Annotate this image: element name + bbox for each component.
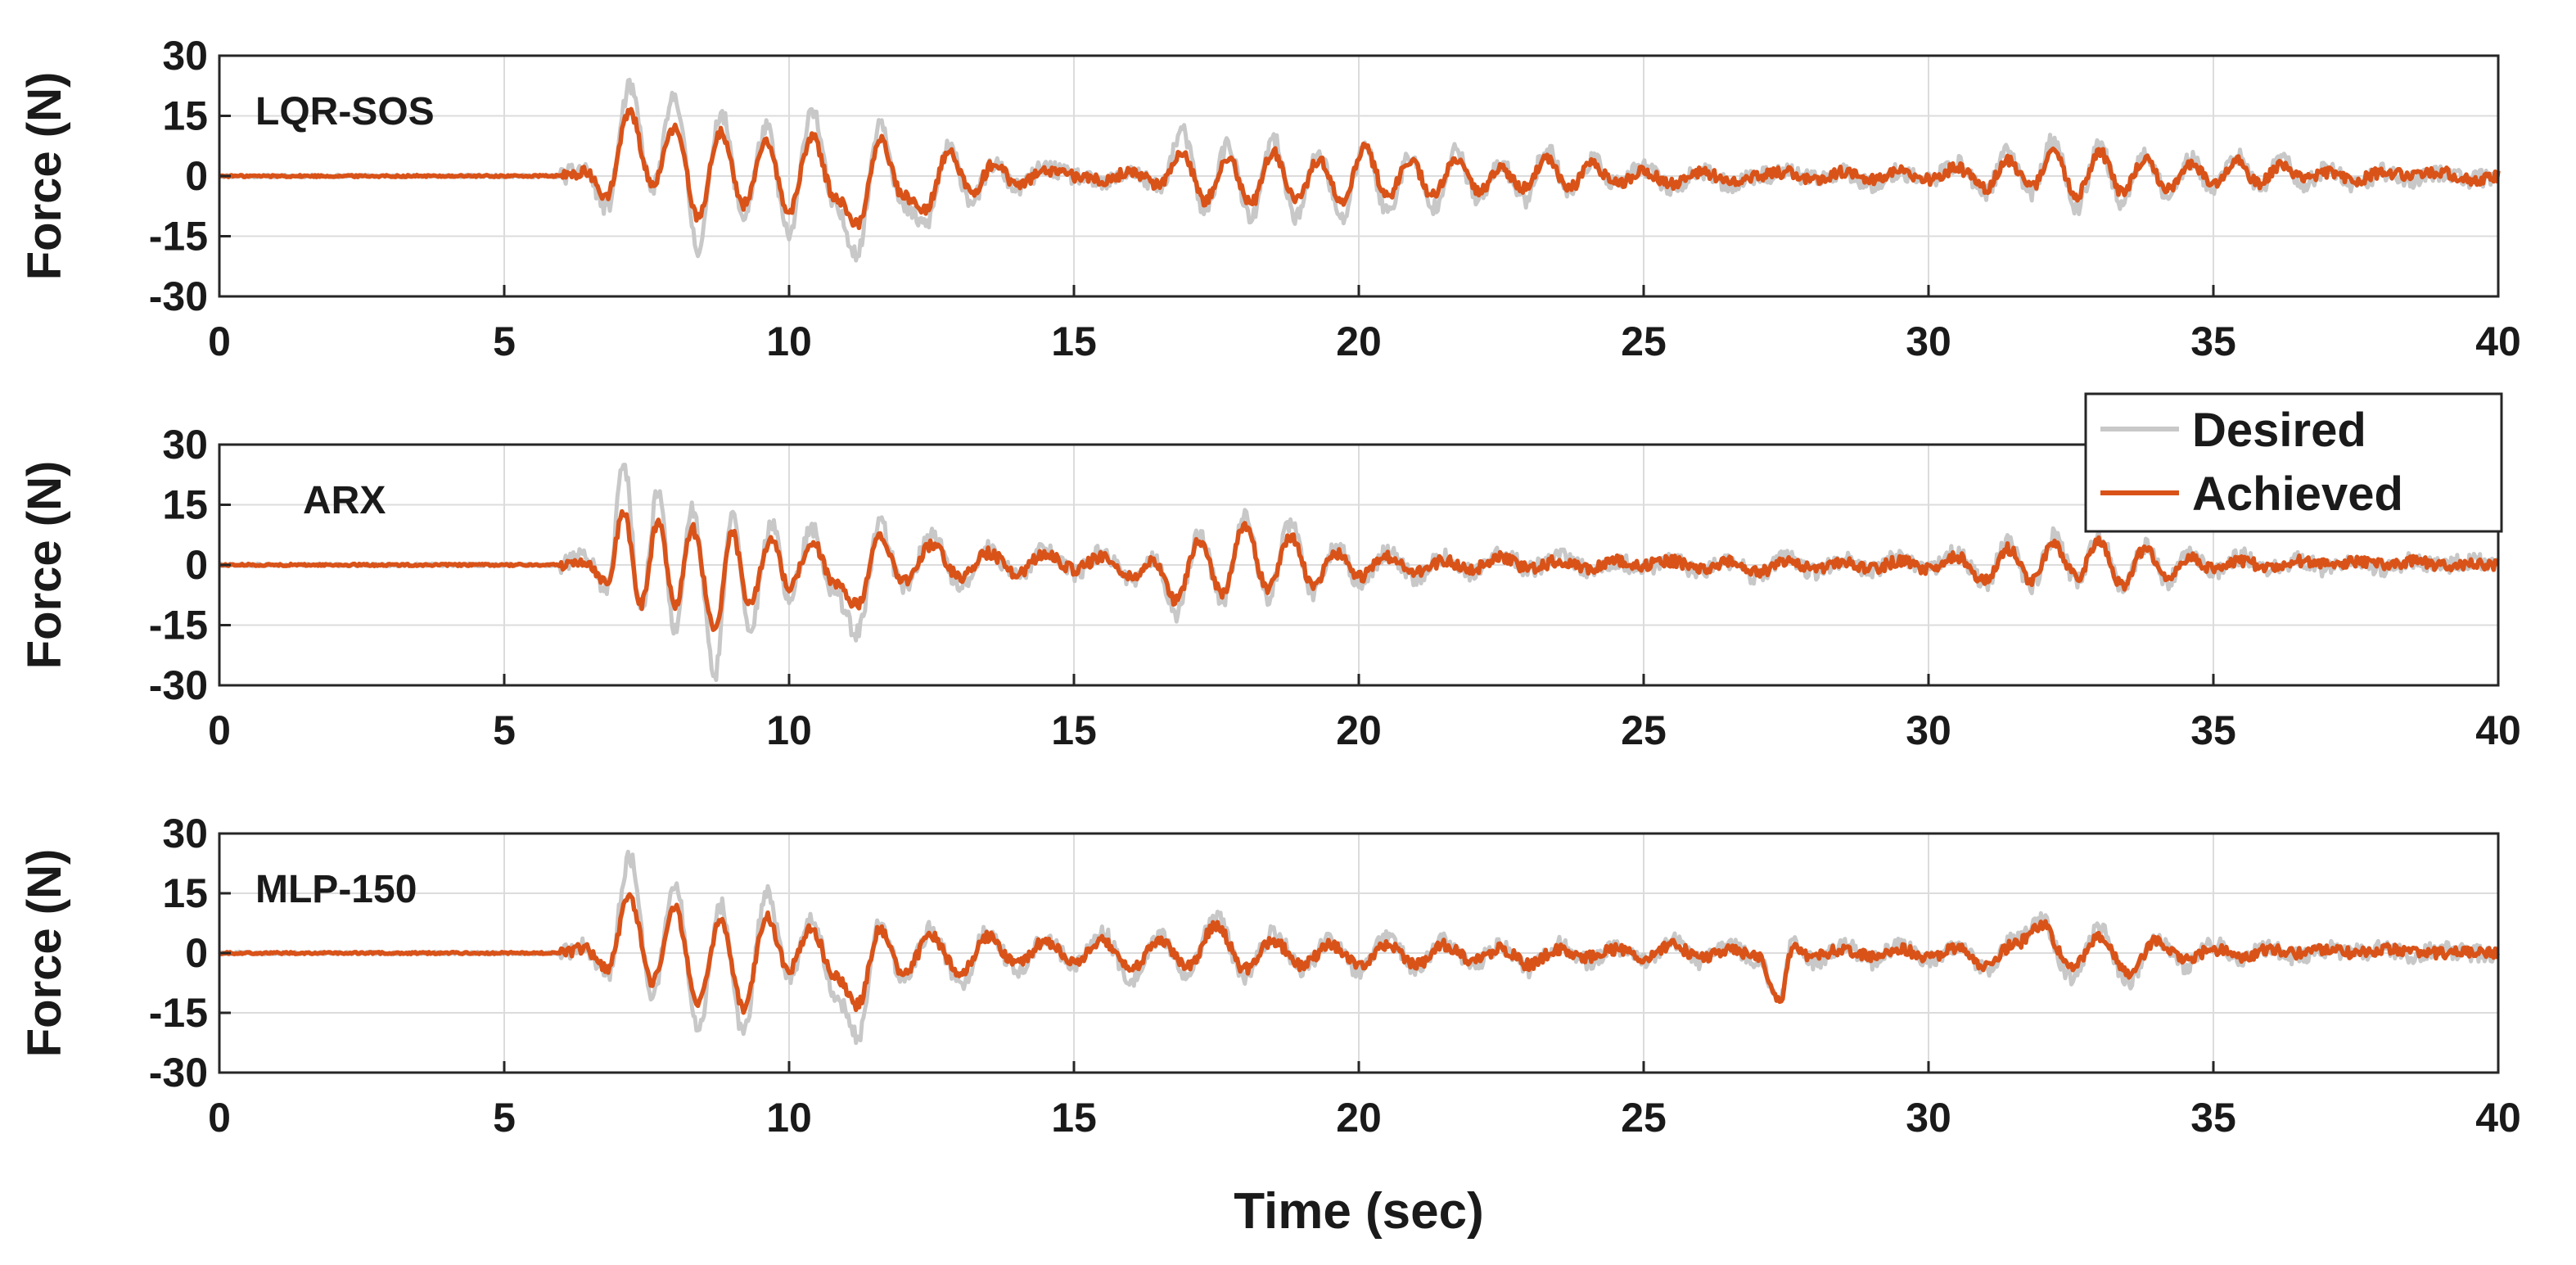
- x-tick-label: 30: [1906, 319, 1951, 364]
- x-tick-label: 25: [1621, 319, 1667, 364]
- x-tick-label: 15: [1051, 319, 1097, 364]
- x-tick-label: 5: [493, 707, 516, 753]
- x-tick-label: 30: [1906, 707, 1951, 753]
- y-tick-label: 30: [162, 33, 208, 79]
- x-tick-label: 35: [2190, 1095, 2236, 1141]
- y-tick-label: -30: [149, 273, 208, 319]
- y-tick-label: 0: [185, 153, 208, 199]
- x-tick-label: 5: [493, 1095, 516, 1141]
- x-tick-label: 40: [2475, 1095, 2521, 1141]
- panel-lqr-sos: 0 5 10 15 20 25 30 35 40 30 15 0 -15 -30 Force (N) LQR-…: [18, 33, 2521, 364]
- x-tick-label: 25: [1621, 707, 1667, 753]
- legend-label-desired: Desired: [2192, 404, 2366, 457]
- y-tick-label: 15: [162, 93, 208, 139]
- x-axis-label: Time (sec): [1234, 1183, 1484, 1240]
- y-tick-label: 0: [185, 542, 208, 588]
- series-line-achieved: [219, 508, 2499, 632]
- y-tick-label: -15: [149, 214, 208, 260]
- panel-title: ARX: [303, 479, 386, 522]
- x-tick-label: 5: [493, 319, 516, 364]
- y-tick-label: 0: [185, 930, 208, 976]
- x-tick-label: 35: [2190, 707, 2236, 753]
- x-tick-label: 35: [2190, 319, 2236, 364]
- x-tick-label: 25: [1621, 1095, 1667, 1141]
- x-tick-label: 0: [208, 319, 231, 364]
- x-tick-label: 20: [1336, 1095, 1382, 1141]
- x-tick-label: 15: [1051, 707, 1097, 753]
- y-tick-label: 15: [162, 482, 208, 528]
- legend: Desired Achieved: [2084, 392, 2503, 533]
- y-tick-label: 30: [162, 422, 208, 468]
- series-line-achieved: [219, 892, 2500, 1015]
- x-tick-label: 10: [766, 707, 812, 753]
- panel-title: LQR-SOS: [255, 90, 435, 133]
- x-tick-label: 40: [2475, 707, 2521, 753]
- legend-box: [2084, 392, 2503, 533]
- y-tick-label: -15: [149, 990, 208, 1036]
- y-tick-label: 15: [162, 870, 208, 916]
- panel-title: MLP-150: [255, 868, 417, 911]
- x-tick-label: 10: [766, 1095, 812, 1141]
- x-tick-label: 40: [2475, 319, 2521, 364]
- y-axis-label: Force (N): [18, 72, 71, 281]
- x-tick-label: 20: [1336, 707, 1382, 753]
- y-tick-label: -30: [149, 662, 208, 708]
- series-line-achieved: [218, 106, 2501, 231]
- x-tick-label: 0: [208, 707, 231, 753]
- panel-mlp-150: 0 5 10 15 20 25 30 35 40 30 15 0 -15 -30 Force (N) MLP-…: [18, 811, 2521, 1240]
- x-tick-label: 10: [766, 319, 812, 364]
- y-tick-label: 30: [162, 811, 208, 856]
- x-tick-label: 0: [208, 1095, 231, 1141]
- x-tick-label: 20: [1336, 319, 1382, 364]
- y-tick-label: -30: [149, 1050, 208, 1096]
- y-axis-label: Force (N): [18, 849, 71, 1058]
- legend-label-achieved: Achieved: [2192, 468, 2403, 521]
- x-tick-label: 15: [1051, 1095, 1097, 1141]
- x-tick-label: 30: [1906, 1095, 1951, 1141]
- y-axis-label: Force (N): [18, 461, 71, 670]
- y-tick-label: -15: [149, 603, 208, 648]
